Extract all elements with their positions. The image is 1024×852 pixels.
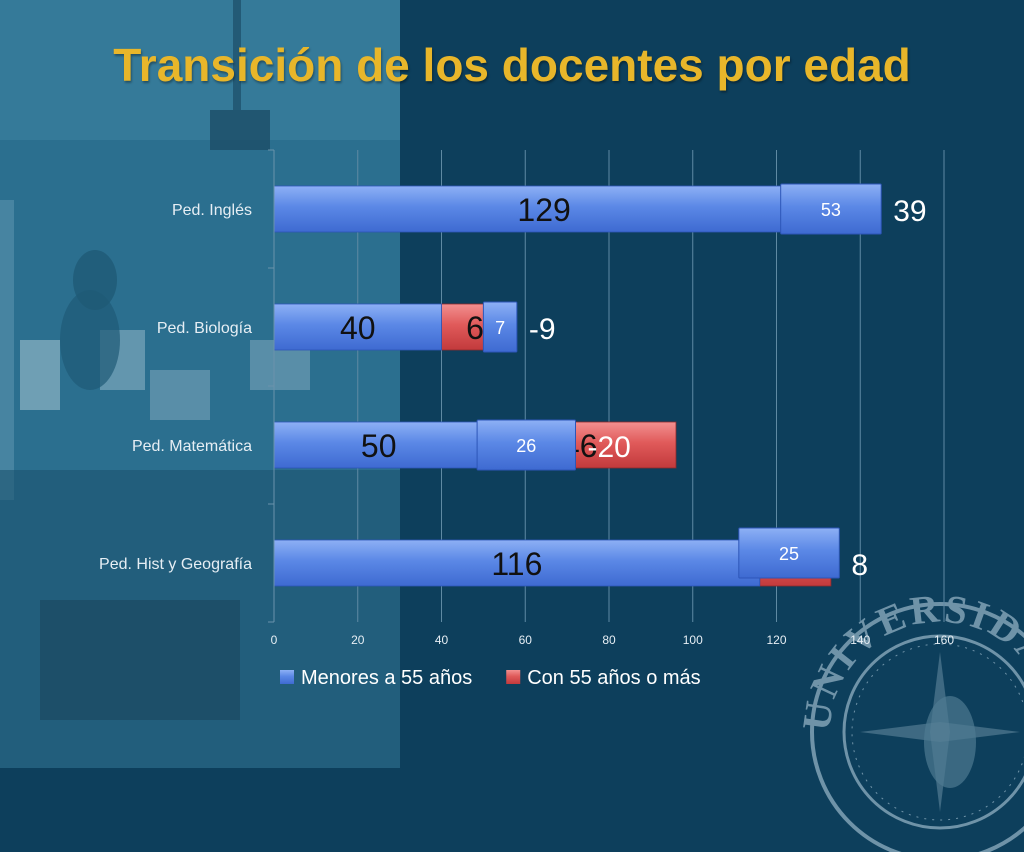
overlay-box (780, 183, 882, 235)
legend-swatch (506, 670, 521, 684)
value-label-menores-55: 40 (340, 310, 376, 346)
overlay-box (482, 301, 518, 353)
category-label: Ped. Inglés (172, 202, 252, 219)
difference-label: -20 (588, 431, 631, 464)
overlay-box (738, 527, 840, 579)
difference-label: 8 (851, 549, 868, 582)
x-tick-label: 60 (519, 633, 533, 647)
legend-swatch (280, 670, 294, 684)
x-tick-label: 0 (271, 633, 278, 647)
legend-label: Menores a 55 años (301, 667, 472, 689)
x-tick-label: 80 (602, 633, 616, 647)
difference-label: 39 (893, 195, 926, 228)
bar-menores-55 (273, 421, 484, 469)
classroom-photo-background (0, 0, 400, 768)
x-tick-label: 40 (435, 633, 449, 647)
overlay-box-label: 7 (495, 318, 505, 338)
overlay-box-label: 26 (516, 436, 536, 456)
x-tick-label: 120 (766, 633, 786, 647)
value-label-con-55: 6 (466, 310, 484, 346)
overlay-box-label: 25 (779, 544, 799, 564)
x-tick-label: 160 (934, 633, 954, 647)
x-tick-label: 100 (683, 633, 703, 647)
value-label-menores-55: 129 (517, 192, 570, 228)
overlay-box-label: 53 (821, 200, 841, 220)
slide-title: Transición de los docentes por edad (113, 39, 911, 91)
category-label: Ped. Biología (157, 320, 252, 337)
difference-label: -9 (529, 313, 556, 346)
overlay-box (476, 419, 576, 471)
category-label: Ped. Hist y Geografía (99, 556, 252, 573)
value-label-menores-55: 116 (491, 546, 542, 582)
legend-label: Con 55 años o más (527, 667, 700, 689)
value-label-menores-55: 50 (361, 428, 397, 464)
x-tick-label: 20 (351, 633, 365, 647)
university-seal: UNIVERSIDAD DE M (800, 592, 1024, 852)
bar-menores-55 (273, 185, 815, 233)
category-label: Ped. Matemática (132, 438, 252, 455)
x-tick-label: 140 (850, 633, 870, 647)
